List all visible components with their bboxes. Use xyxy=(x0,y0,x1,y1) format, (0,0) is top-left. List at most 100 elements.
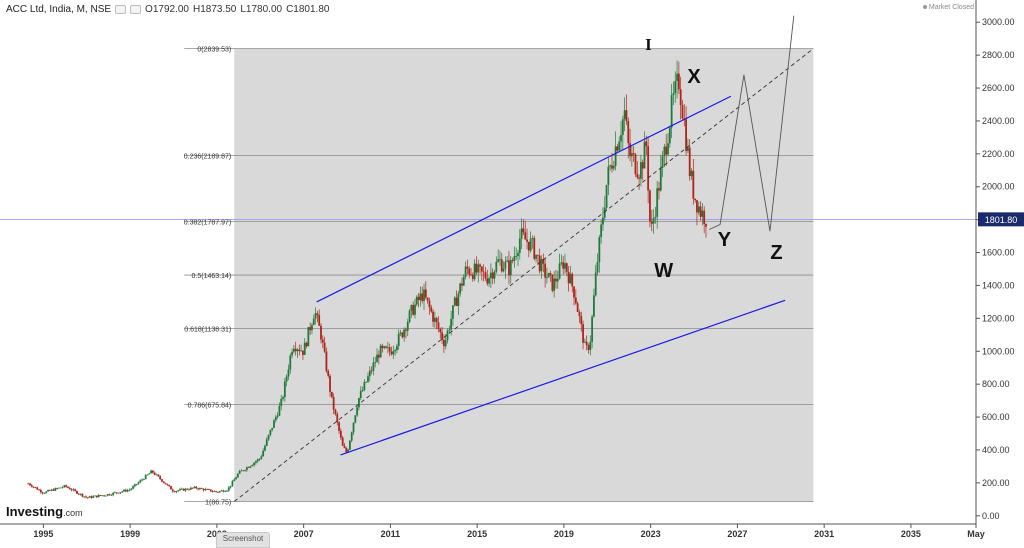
candle-body xyxy=(85,496,87,498)
candle-body xyxy=(654,216,657,219)
candle-body xyxy=(506,260,509,262)
candle-body xyxy=(441,332,443,340)
candle-body xyxy=(659,167,662,191)
candle-body xyxy=(36,487,39,490)
candle-body xyxy=(475,263,478,273)
candle-body xyxy=(197,488,199,490)
candle-body xyxy=(316,313,319,315)
compare-icon[interactable] xyxy=(130,5,142,14)
candle-body xyxy=(38,489,40,491)
candle-body xyxy=(65,485,68,487)
fib-level-label: 0(2839.53) xyxy=(197,47,231,54)
candle-body xyxy=(273,420,275,428)
candle-body xyxy=(30,485,33,487)
candle-body xyxy=(276,415,279,417)
candle-body xyxy=(146,474,149,476)
trend-line[interactable] xyxy=(233,48,814,502)
candle-body xyxy=(180,488,183,490)
candle-body xyxy=(658,188,660,191)
projection-path[interactable] xyxy=(709,15,795,232)
candle-body xyxy=(229,485,232,488)
channel-line-lower[interactable] xyxy=(340,299,786,456)
screenshot-tab[interactable]: Screenshot xyxy=(216,532,270,548)
candle-body xyxy=(327,371,330,376)
candle-body xyxy=(359,391,362,399)
candle-body xyxy=(343,445,346,449)
candle-body xyxy=(161,479,163,482)
candle-body xyxy=(640,162,642,179)
candle-body xyxy=(461,283,463,286)
settings-icon[interactable] xyxy=(115,5,127,14)
candle-body xyxy=(580,316,583,325)
candle-body xyxy=(705,223,707,227)
candle-body xyxy=(573,286,575,298)
y-tick-label: 600.00 xyxy=(982,412,1010,422)
y-tick-label: 2600.00 xyxy=(982,83,1015,93)
candle-body xyxy=(403,329,406,338)
fib-level-label: 0.618(1138.31) xyxy=(184,327,231,334)
candle-body xyxy=(173,491,176,493)
candle-body xyxy=(471,274,474,280)
candle-body xyxy=(587,345,590,351)
candle-body xyxy=(390,351,393,355)
candle-body xyxy=(652,218,655,224)
candle-body xyxy=(594,272,597,296)
candle-body xyxy=(45,491,48,494)
candle-body xyxy=(258,458,261,460)
candle-body xyxy=(529,238,532,251)
candle-body xyxy=(621,119,624,135)
candle-body xyxy=(419,293,422,301)
fibonacci-retracement[interactable]: 0(2839.53) 0.236(2189.87) 0.382(1787.97) 0.… xyxy=(0,47,976,507)
logo-suffix: .com xyxy=(63,508,83,518)
candle-body xyxy=(370,370,373,372)
candle-body xyxy=(583,341,586,343)
candle-body xyxy=(142,479,145,480)
candle-body xyxy=(401,332,404,338)
candle-body xyxy=(95,495,98,498)
candle-body xyxy=(50,489,53,491)
candle-body xyxy=(609,165,612,167)
candle-body xyxy=(130,488,133,490)
instrument-title[interactable]: ACC Ltd, India, M, NSE xyxy=(6,4,112,15)
candle-body xyxy=(482,271,485,273)
candle-body xyxy=(596,262,599,273)
candle-body xyxy=(211,491,214,493)
x-tick-label: 1995 xyxy=(33,529,53,539)
y-tick-label: 200.00 xyxy=(982,478,1010,488)
candle-body xyxy=(260,456,263,459)
candle-body xyxy=(567,271,570,284)
candle-body xyxy=(405,329,407,331)
channel-line-upper[interactable] xyxy=(316,95,732,303)
candle-body xyxy=(329,375,331,392)
candle-body xyxy=(128,489,131,491)
candle-body xyxy=(215,491,218,492)
candle-body xyxy=(90,496,93,498)
candle-body xyxy=(538,255,541,272)
candle-body xyxy=(527,241,530,251)
candle-body xyxy=(365,381,368,383)
candle-body xyxy=(549,273,552,275)
candle-body xyxy=(495,261,498,272)
drawing-lines[interactable] xyxy=(233,15,814,502)
candle-body xyxy=(59,487,62,489)
candle-body xyxy=(175,491,178,493)
candle-body xyxy=(667,143,669,155)
candle-body xyxy=(170,486,172,490)
candle-body xyxy=(672,93,675,96)
investing-logo[interactable]: Investing.com xyxy=(6,503,83,521)
candle-body xyxy=(108,494,111,496)
high-value: H1873.50 xyxy=(192,4,237,15)
candle-body xyxy=(150,470,152,474)
x-tick-label: May xyxy=(967,529,985,539)
candle-body xyxy=(558,263,561,279)
candle-body xyxy=(303,342,306,355)
wave-label-z: Z xyxy=(770,242,782,264)
x-tick-label: 2019 xyxy=(554,529,574,539)
candle-body xyxy=(117,492,120,494)
candle-body xyxy=(115,492,118,494)
candle-body xyxy=(694,198,697,201)
candle-body xyxy=(29,483,31,486)
candle-body xyxy=(450,318,453,330)
candle-body xyxy=(674,80,677,94)
